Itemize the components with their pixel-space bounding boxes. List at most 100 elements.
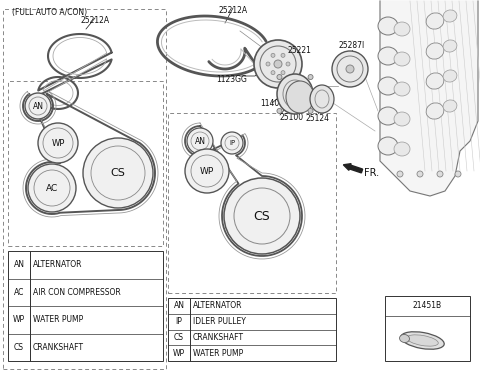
Bar: [168, 113, 336, 293]
Text: WP: WP: [51, 138, 65, 148]
Circle shape: [221, 132, 243, 154]
Text: CRANKSHAFT: CRANKSHAFT: [33, 343, 84, 352]
Text: 21451B: 21451B: [413, 302, 442, 311]
Circle shape: [281, 70, 285, 75]
Ellipse shape: [378, 47, 398, 65]
Circle shape: [254, 40, 302, 88]
Text: 1140EV: 1140EV: [260, 98, 289, 108]
Bar: [8, 251, 163, 361]
Circle shape: [266, 62, 270, 66]
Circle shape: [260, 46, 296, 82]
Ellipse shape: [426, 103, 444, 119]
Ellipse shape: [443, 40, 457, 52]
Ellipse shape: [426, 13, 444, 29]
Circle shape: [281, 53, 285, 58]
Bar: [168, 298, 336, 361]
Text: AN: AN: [194, 137, 205, 145]
Ellipse shape: [378, 137, 398, 155]
Ellipse shape: [283, 80, 307, 108]
Bar: [8, 81, 163, 246]
Text: IP: IP: [229, 140, 235, 146]
Text: CS: CS: [110, 168, 125, 178]
Ellipse shape: [394, 52, 410, 66]
Text: 25212A: 25212A: [218, 6, 248, 15]
Circle shape: [191, 155, 223, 187]
Bar: [385, 296, 470, 361]
Text: CS: CS: [253, 210, 270, 223]
Circle shape: [185, 149, 229, 193]
Ellipse shape: [443, 10, 457, 22]
Text: WP: WP: [13, 315, 25, 324]
Circle shape: [29, 97, 47, 115]
Ellipse shape: [286, 81, 314, 113]
Text: FR.: FR.: [364, 168, 379, 178]
Circle shape: [28, 164, 76, 212]
Text: 25124: 25124: [306, 114, 330, 123]
Circle shape: [271, 53, 275, 58]
Circle shape: [437, 171, 443, 177]
Circle shape: [271, 70, 275, 75]
Circle shape: [286, 62, 290, 66]
Ellipse shape: [378, 107, 398, 125]
Circle shape: [191, 132, 209, 150]
Circle shape: [234, 188, 290, 244]
Ellipse shape: [394, 112, 410, 126]
Ellipse shape: [407, 335, 438, 346]
Circle shape: [225, 136, 239, 150]
Circle shape: [274, 60, 282, 68]
Circle shape: [308, 75, 313, 79]
Text: 25212A: 25212A: [81, 16, 109, 25]
Circle shape: [83, 138, 153, 208]
Circle shape: [397, 171, 403, 177]
Ellipse shape: [394, 142, 410, 156]
Circle shape: [43, 128, 73, 158]
Text: ALTERNATOR: ALTERNATOR: [193, 301, 242, 311]
Ellipse shape: [315, 90, 329, 108]
Circle shape: [38, 123, 78, 163]
Ellipse shape: [426, 73, 444, 89]
Text: WATER PUMP: WATER PUMP: [33, 315, 83, 324]
Text: IP: IP: [176, 317, 182, 326]
Text: AC: AC: [46, 184, 58, 193]
Text: AIR CON COMPRESSOR: AIR CON COMPRESSOR: [33, 288, 121, 297]
Text: (FULL AUTO A/CON): (FULL AUTO A/CON): [12, 8, 87, 17]
Text: WP: WP: [200, 167, 214, 175]
Ellipse shape: [443, 70, 457, 82]
Ellipse shape: [443, 100, 457, 112]
Circle shape: [308, 108, 313, 114]
Text: AN: AN: [33, 102, 44, 111]
Polygon shape: [380, 1, 478, 196]
Circle shape: [277, 75, 282, 79]
Text: AN: AN: [13, 260, 24, 269]
FancyArrow shape: [343, 164, 362, 173]
Text: 25221: 25221: [287, 46, 311, 55]
Bar: [3, 9, 166, 369]
Circle shape: [337, 56, 363, 82]
Ellipse shape: [310, 85, 334, 113]
Ellipse shape: [378, 77, 398, 95]
Circle shape: [455, 171, 461, 177]
Text: ALTERNATOR: ALTERNATOR: [33, 260, 83, 269]
Text: 25287I: 25287I: [339, 41, 365, 50]
Ellipse shape: [426, 43, 444, 59]
Circle shape: [346, 65, 354, 73]
Text: CRANKSHAFT: CRANKSHAFT: [193, 333, 244, 342]
Circle shape: [224, 178, 300, 254]
Circle shape: [332, 51, 368, 87]
Circle shape: [25, 93, 51, 119]
Text: 1123GG: 1123GG: [216, 75, 247, 84]
Text: CS: CS: [174, 333, 184, 342]
Text: IDLER PULLEY: IDLER PULLEY: [193, 317, 246, 326]
Ellipse shape: [401, 332, 444, 349]
Ellipse shape: [378, 17, 398, 35]
Ellipse shape: [394, 22, 410, 36]
Circle shape: [91, 146, 145, 200]
Ellipse shape: [277, 74, 313, 114]
Circle shape: [277, 108, 282, 114]
Text: 25100: 25100: [280, 112, 304, 121]
Text: AN: AN: [173, 301, 184, 311]
Ellipse shape: [399, 335, 409, 342]
Text: AC: AC: [14, 288, 24, 297]
Ellipse shape: [394, 82, 410, 96]
Text: CS: CS: [14, 343, 24, 352]
